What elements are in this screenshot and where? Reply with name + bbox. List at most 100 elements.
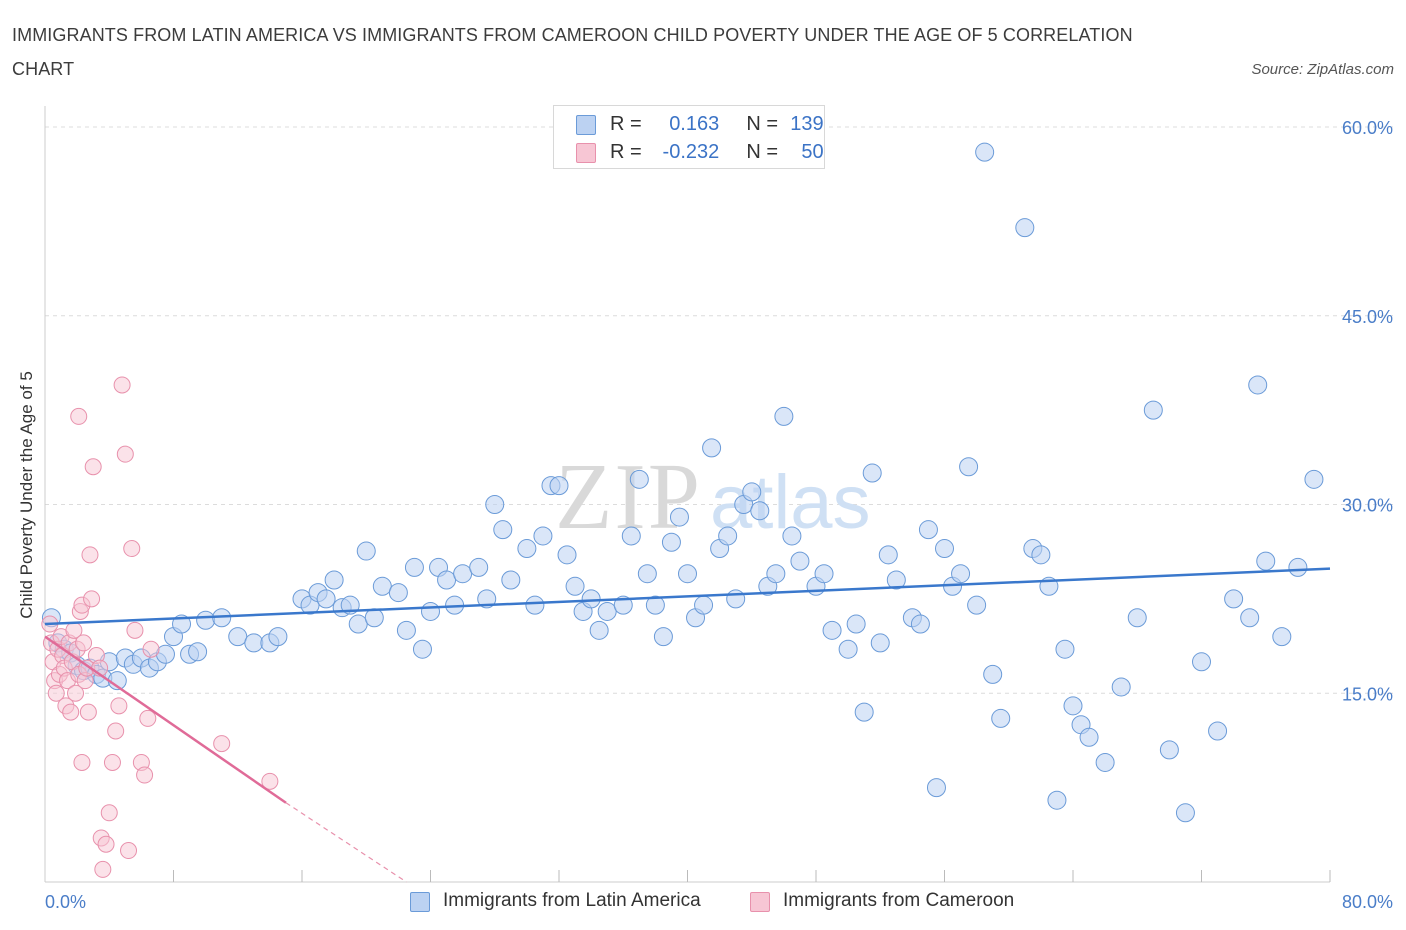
point-latin-america-53: [525, 595, 545, 615]
point-latin-america-26: [268, 627, 288, 647]
point-latin-america-91: [854, 702, 874, 722]
point-latin-america-119: [1127, 608, 1147, 628]
point-latin-america-56: [549, 476, 569, 496]
point-latin-america-128: [1256, 551, 1276, 571]
point-latin-america-87: [814, 564, 834, 584]
point-latin-america-105: [975, 142, 995, 162]
point-cameroon-32: [97, 835, 115, 853]
point-cameroon-37: [113, 376, 131, 394]
point-latin-america-116: [1079, 727, 1099, 747]
point-latin-america-106: [983, 664, 1003, 684]
point-latin-america-123: [1192, 652, 1211, 672]
point-latin-america-74: [702, 438, 722, 458]
point-latin-america-110: [1031, 545, 1051, 565]
point-latin-america-31: [324, 570, 344, 590]
point-latin-america-92: [862, 463, 882, 483]
point-latin-america-112: [1047, 790, 1067, 810]
legend-r-label-2: R =: [610, 141, 642, 163]
trend-line-cameroon-extension: [285, 802, 407, 883]
point-latin-america-122: [1175, 803, 1195, 823]
point-latin-america-42: [421, 601, 440, 621]
point-latin-america-65: [629, 469, 649, 489]
point-latin-america-40: [404, 557, 424, 577]
point-latin-america-57: [557, 545, 577, 565]
point-latin-america-84: [782, 526, 802, 546]
point-latin-america-95: [886, 570, 906, 590]
point-cameroon-44: [139, 709, 157, 727]
point-latin-america-47: [469, 557, 489, 577]
point-latin-america-88: [822, 620, 842, 640]
point-cameroon-49: [70, 407, 88, 425]
point-latin-america-60: [581, 589, 601, 609]
point-cameroon-40: [123, 540, 141, 558]
point-latin-america-114: [1063, 696, 1083, 716]
chart-title: IMMIGRANTS FROM LATIN AMERICA VS IMMIGRA…: [12, 25, 1133, 79]
legend-n-value-cameroon: 50: [801, 141, 824, 163]
point-cameroon-33: [100, 804, 118, 822]
point-latin-america-131: [1304, 469, 1324, 489]
legend-n-label: N =: [746, 113, 779, 135]
point-latin-america-30: [316, 589, 336, 609]
point-latin-america-20: [188, 642, 208, 662]
point-latin-america-66: [637, 564, 657, 584]
point-latin-america-46: [453, 564, 473, 584]
point-latin-america-24: [244, 633, 264, 653]
y-tick-label-3: 60.0%: [1342, 118, 1393, 138]
bottom-legend-label-cameroon: Immigrants from Cameroon: [783, 890, 1015, 911]
point-cameroon-26: [83, 590, 101, 608]
point-cameroon-41: [126, 621, 144, 639]
point-latin-america-94: [878, 545, 898, 565]
point-latin-america-51: [501, 570, 521, 590]
point-latin-america-93: [870, 633, 890, 653]
point-latin-america-58: [565, 576, 585, 596]
point-latin-america-83: [774, 406, 794, 426]
bottom-legend-swatch-cameroon: [750, 892, 770, 912]
point-latin-america-54: [533, 526, 553, 546]
point-cameroon-38: [116, 445, 134, 463]
point-latin-america-37: [372, 576, 392, 596]
point-latin-america-130: [1288, 557, 1308, 577]
point-cameroon-34: [103, 753, 121, 771]
point-latin-america-104: [967, 595, 987, 615]
point-latin-america-113: [1055, 639, 1075, 659]
point-cameroon-16: [67, 684, 85, 702]
point-latin-america-36: [364, 608, 384, 628]
y-tick-label-2: 45.0%: [1342, 307, 1393, 327]
point-latin-america-129: [1272, 627, 1292, 647]
point-latin-america-90: [846, 614, 866, 634]
point-latin-america-61: [589, 620, 609, 640]
grid-lines: [45, 126, 1395, 694]
point-cameroon-25: [81, 546, 99, 564]
point-latin-america-62: [597, 601, 617, 621]
point-latin-america-71: [678, 564, 697, 584]
point-latin-america-125: [1224, 589, 1244, 609]
point-latin-america-107: [991, 708, 1011, 728]
correlation-legend: R = 0.163 N = 139 R = -0.232 N = 50: [553, 105, 825, 169]
axes: [44, 106, 1331, 883]
point-latin-america-67: [645, 595, 665, 615]
x-tick-label-min: 0.0%: [45, 892, 86, 912]
point-latin-america-126: [1240, 608, 1260, 628]
point-latin-america-41: [412, 639, 432, 659]
point-cameroon-43: [136, 766, 154, 784]
point-latin-america-76: [718, 526, 738, 546]
point-latin-america-68: [653, 627, 673, 647]
trend-line-cameroon: [44, 635, 287, 804]
point-latin-america-102: [951, 564, 971, 584]
point-latin-america-39: [396, 620, 416, 640]
point-latin-america-127: [1248, 375, 1268, 395]
point-latin-america-77: [726, 589, 746, 609]
bottom-legend-swatch-latin-america: [410, 892, 430, 912]
trend-line-latin-america: [44, 567, 1331, 626]
point-latin-america-38: [388, 583, 408, 603]
point-latin-america-97: [910, 614, 930, 634]
point-cameroon-35: [107, 722, 125, 740]
x-tick-label-max: 80.0%: [1342, 892, 1393, 912]
point-latin-america-70: [669, 507, 689, 527]
point-cameroon-45: [142, 640, 160, 658]
point-latin-america-35: [356, 541, 376, 561]
point-latin-america-63: [613, 595, 633, 615]
y-axis-label: Child Poverty Under the Age of 5: [17, 371, 36, 619]
point-latin-america-121: [1159, 740, 1179, 760]
